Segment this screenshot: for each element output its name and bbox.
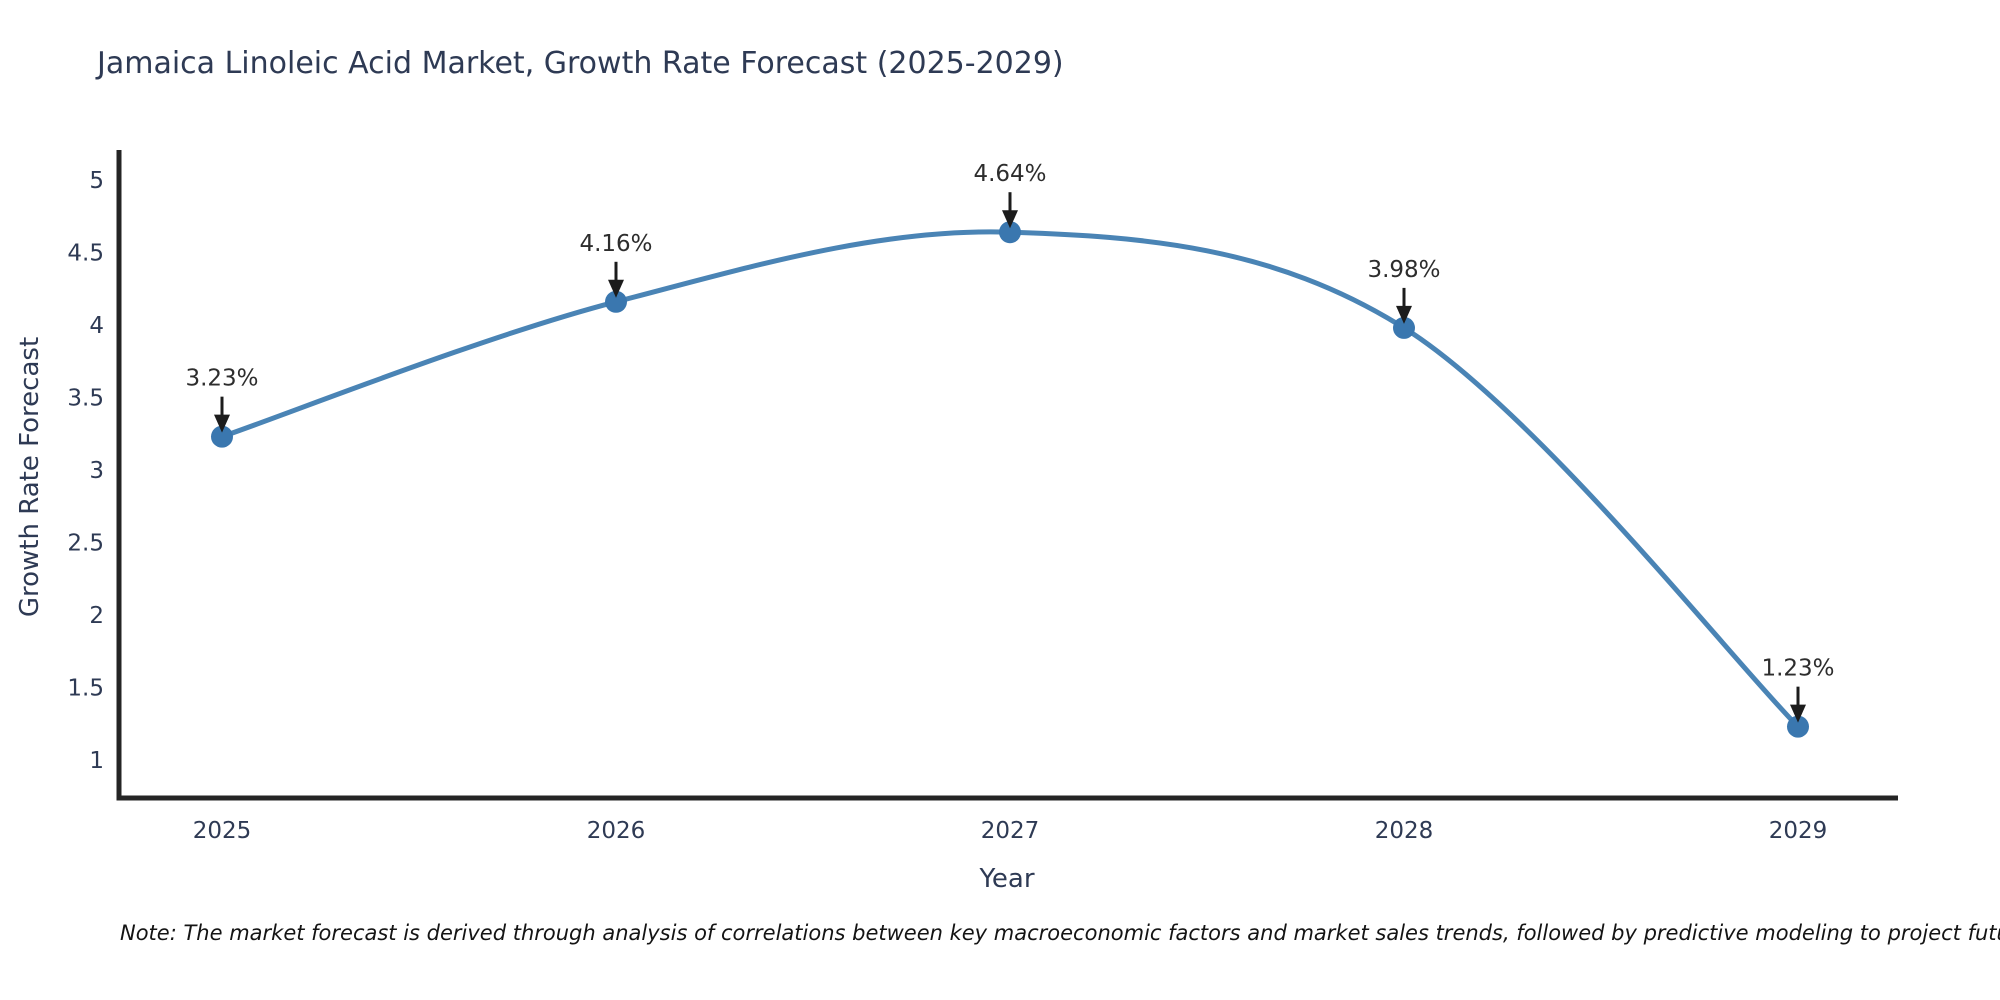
y-tick-label: 4.5	[67, 241, 104, 267]
footnote: Note: The market forecast is derived thr…	[120, 921, 2000, 945]
annotation-arrow	[1396, 287, 1412, 324]
annotation-arrow	[608, 261, 624, 298]
data-point-marker[interactable]	[211, 425, 233, 448]
x-tick-label: 2025	[193, 818, 252, 844]
annotation-arrow-head	[1790, 704, 1806, 723]
y-tick-label: 3.5	[67, 386, 104, 412]
y-tick-label: 2.5	[67, 531, 104, 557]
chart-title: Jamaica Linoleic Acid Market, Growth Rat…	[97, 46, 1064, 81]
y-tick-label: 4	[89, 313, 104, 339]
y-axis-title: Growth Rate Forecast	[15, 336, 45, 618]
data-point-marker[interactable]	[999, 221, 1021, 244]
point-annotation-label: 1.23%	[1761, 656, 1834, 682]
annotation-arrow-head	[608, 279, 624, 298]
x-tick-label: 2026	[587, 818, 646, 844]
axis-spine	[116, 150, 1898, 801]
x-tick-label: 2027	[981, 818, 1040, 844]
point-annotation-label: 4.16%	[579, 231, 652, 257]
point-annotation-label: 3.23%	[185, 366, 258, 392]
annotation-arrow	[214, 396, 230, 433]
annotation-arrow-head	[1396, 305, 1412, 324]
y-tick-label: 5	[89, 168, 104, 194]
point-annotation-label: 3.98%	[1367, 257, 1440, 283]
data-point-marker[interactable]	[1393, 316, 1415, 339]
annotation-arrow	[1790, 686, 1806, 723]
point-annotation-label: 4.64%	[973, 161, 1046, 187]
y-tick-label: 3	[89, 458, 104, 484]
annotation-arrow-head	[1002, 210, 1018, 229]
x-tick-label: 2029	[1769, 818, 1828, 844]
series-line	[219, 229, 1801, 730]
y-tick-label: 1.5	[67, 676, 104, 702]
annotation-arrow-head	[214, 414, 230, 433]
annotation-arrow	[1002, 192, 1018, 229]
x-tick-label: 2028	[1375, 818, 1434, 844]
data-point-marker[interactable]	[605, 290, 627, 313]
x-axis-title: Year	[979, 864, 1035, 894]
y-tick-label: 1	[89, 748, 104, 774]
data-point-marker[interactable]	[1787, 715, 1809, 738]
y-tick-label: 2	[89, 603, 104, 629]
